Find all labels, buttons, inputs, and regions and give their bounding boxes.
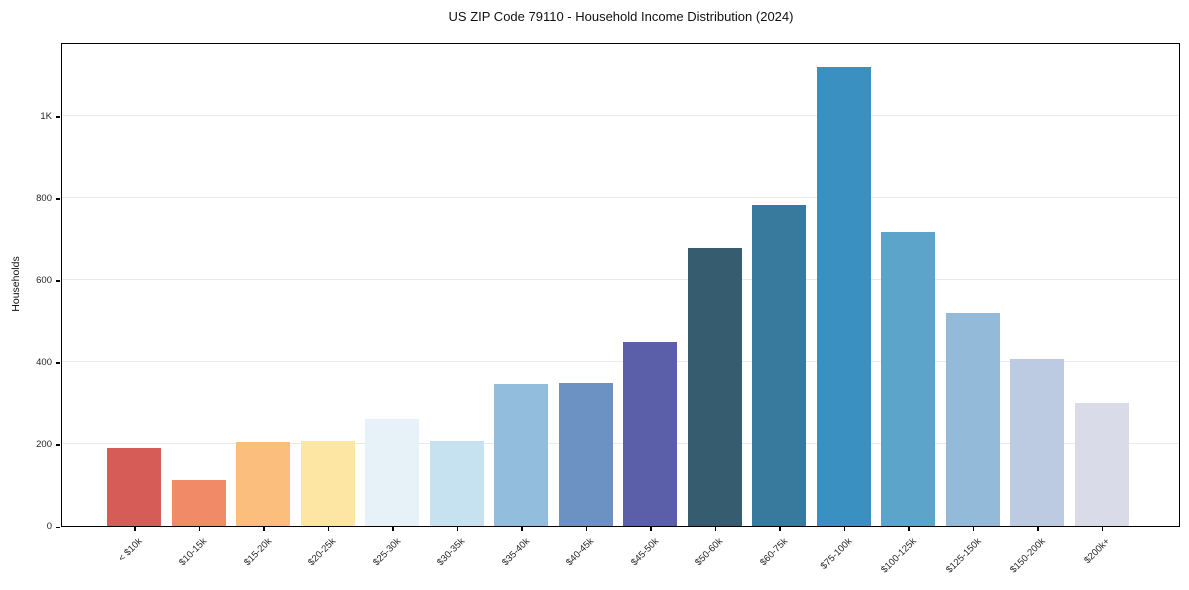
x-tick-mark-$50-60k — [714, 527, 717, 531]
chart-title: US ZIP Code 79110 - Household Income Dis… — [448, 9, 794, 24]
x-tick-label-$25-30k: $25-30k — [370, 536, 403, 569]
x-tick-label-$15-20k: $15-20k — [241, 536, 274, 569]
x-tick-label-$20-25k: $20-25k — [306, 536, 339, 569]
x-tick-mark-$45-50k — [650, 527, 652, 531]
x-tick-label-$150-200k: $150-200k — [1008, 536, 1048, 576]
x-tick-mark-$125-150k — [972, 527, 975, 531]
bar-$25-30k — [365, 418, 420, 526]
x-tick-mark-$20-25k — [327, 527, 330, 531]
bar-< $10k — [107, 448, 162, 526]
x-tick-mark-$35-40k — [521, 527, 523, 531]
y-tick-mark-800 — [56, 198, 60, 200]
bar-$45-50k — [623, 342, 678, 526]
gridline-1K — [62, 114, 1179, 116]
x-tick-mark-< $10k — [134, 527, 136, 531]
x-tick-label-$50-60k: $50-60k — [693, 536, 726, 569]
x-tick-mark-$150-200k — [1037, 527, 1039, 531]
bar-$35-40k — [494, 383, 549, 526]
x-tick-label-$60-75k: $60-75k — [757, 536, 790, 569]
bar-$30-35k — [429, 440, 484, 526]
y-tick-mark-200 — [56, 444, 60, 446]
x-tick-label-$100-125k: $100-125k — [879, 536, 919, 576]
x-tick-mark-$15-20k — [263, 527, 265, 531]
x-tick-mark-$200k+ — [1101, 527, 1104, 531]
x-tick-mark-$25-30k — [392, 527, 394, 531]
y-tick-label-0: 0 — [46, 521, 52, 532]
x-tick-mark-$60-75k — [779, 527, 781, 531]
bar-$40-45k — [558, 382, 613, 526]
gridline-800 — [62, 196, 1179, 198]
bar-$60-75k — [752, 205, 807, 526]
gridline-200 — [62, 442, 1179, 444]
x-tick-label-$10-15k: $10-15k — [177, 536, 210, 569]
y-tick-mark-1K — [56, 116, 60, 118]
y-tick-mark-400 — [56, 362, 60, 364]
x-tick-mark-$75-100k — [843, 527, 846, 531]
plot-area — [61, 43, 1180, 527]
x-tick-mark-$100-125k — [908, 527, 910, 531]
y-tick-label-400: 400 — [36, 356, 52, 368]
y-tick-mark-0 — [56, 526, 60, 528]
y-tick-mark-600 — [56, 280, 60, 282]
x-tick-mark-$10-15k — [198, 527, 201, 531]
x-tick-label-< $10k: < $10k — [116, 536, 145, 565]
bar-$125-150k — [945, 312, 1000, 526]
x-tick-label-$45-50k: $45-50k — [628, 536, 661, 569]
bar-$200k+ — [1074, 402, 1129, 526]
x-tick-label-$40-45k: $40-45k — [564, 536, 597, 569]
bar-$150-200k — [1010, 359, 1065, 526]
bar-$10-15k — [171, 480, 226, 526]
bar-$20-25k — [300, 440, 355, 526]
x-tick-mark-$30-35k — [456, 527, 459, 531]
x-tick-mark-$40-45k — [585, 527, 588, 531]
y-tick-label-1K: 1K — [40, 110, 52, 122]
y-tick-label-200: 200 — [36, 438, 52, 450]
bar-$50-60k — [687, 247, 742, 526]
x-tick-label-$35-40k: $35-40k — [499, 536, 532, 569]
x-tick-label-$75-100k: $75-100k — [818, 536, 855, 572]
x-tick-label-$125-150k: $125-150k — [943, 536, 984, 576]
bar-$15-20k — [236, 441, 291, 526]
gridline-400 — [62, 360, 1179, 362]
x-tick-label-$30-35k: $30-35k — [435, 536, 468, 569]
y-tick-label-800: 800 — [36, 192, 52, 204]
bar-$100-125k — [881, 231, 936, 526]
gridline-600 — [62, 278, 1179, 280]
bar-$75-100k — [816, 66, 871, 526]
y-tick-label-600: 600 — [36, 274, 52, 286]
x-tick-label-$200k+: $200k+ — [1082, 536, 1113, 567]
